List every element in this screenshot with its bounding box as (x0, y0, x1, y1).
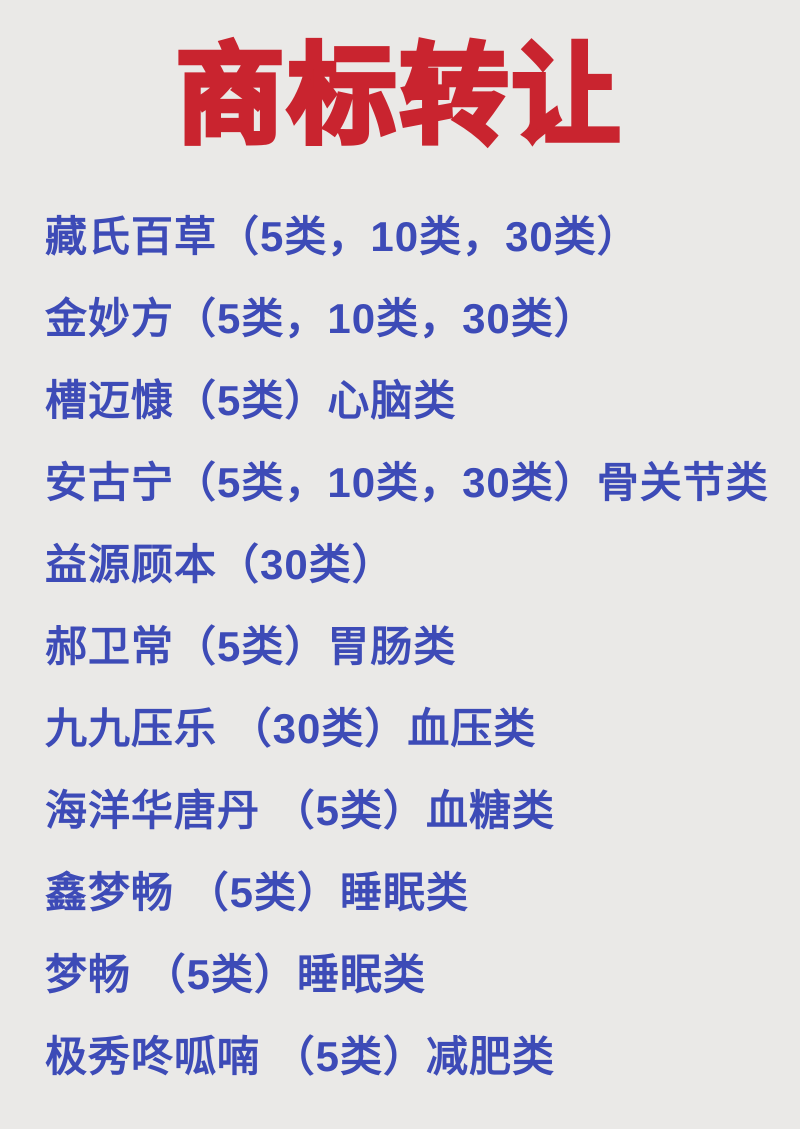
list-item: 金妙方（5类，10类，30类） (45, 294, 597, 342)
list-item: 鑫梦畅 （5类）睡眠类 (45, 868, 470, 916)
list-item: 海洋华唐丹 （5类）血糖类 (45, 786, 556, 834)
list-item: 极秀咚呱喃 （5类）减肥类 (45, 1032, 556, 1080)
list-item: 梦畅 （5类）睡眠类 (45, 950, 427, 998)
list-item: 益源顾本（30类） (45, 540, 395, 588)
list-item: 槽迈慷（5类）心脑类 (45, 376, 457, 424)
list-item: 郝卫常（5类）胃肠类 (45, 622, 457, 670)
list-item: 九九压乐 （30类）血压类 (45, 704, 537, 752)
trademark-list: 藏氏百草（5类，10类，30类） 金妙方（5类，10类，30类） 槽迈慷（5类）心脑… (0, 192, 800, 1094)
list-item: 藏氏百草（5类，10类，30类） (45, 212, 640, 260)
list-item: 安古宁（5类，10类，30类）骨关节类 (45, 458, 769, 506)
page-title: 商标转让 (173, 33, 624, 159)
